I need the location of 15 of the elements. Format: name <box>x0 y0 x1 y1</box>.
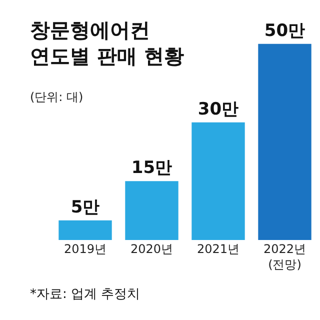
x-tick-label: 2021년 <box>196 242 240 256</box>
bar <box>58 220 112 240</box>
chart-title: 창문형에어컨 연도별 판매 현황 <box>30 18 184 68</box>
bar <box>192 122 245 240</box>
x-tick-label: 2020년 <box>130 242 174 256</box>
data-label: 5만 <box>70 197 100 218</box>
text: *자료: 업계 추정치 <box>30 287 140 302</box>
data-label: 15만 <box>131 158 172 178</box>
x-tick-label: 2019년 <box>64 242 107 256</box>
bar <box>125 181 178 240</box>
x-tick-label: 2022년 (전망) <box>263 242 306 272</box>
data-label: 30만 <box>198 99 239 120</box>
bar <box>258 44 312 240</box>
data-label: 50만 <box>264 20 306 41</box>
text: (단위: 대) <box>30 90 84 104</box>
